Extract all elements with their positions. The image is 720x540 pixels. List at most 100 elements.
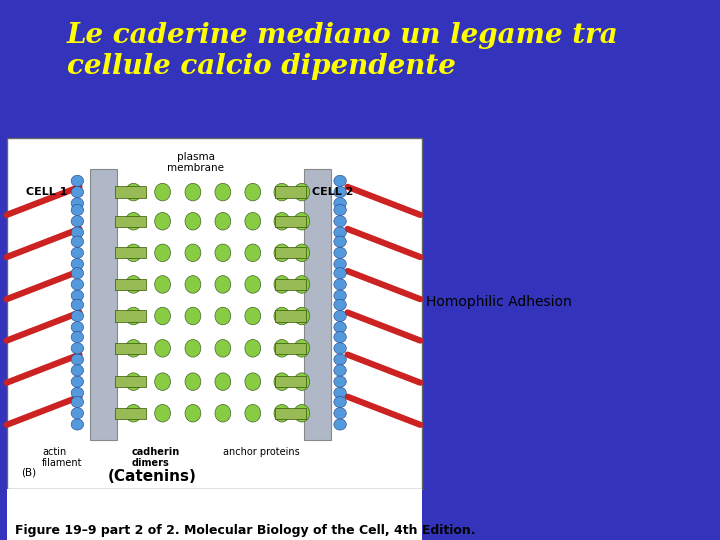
Ellipse shape bbox=[334, 332, 346, 343]
Ellipse shape bbox=[334, 268, 346, 279]
Ellipse shape bbox=[294, 275, 310, 293]
Bar bbox=[275, 186, 306, 198]
Ellipse shape bbox=[185, 275, 201, 293]
Bar bbox=[275, 247, 306, 259]
Ellipse shape bbox=[185, 307, 201, 325]
Ellipse shape bbox=[334, 290, 346, 301]
Ellipse shape bbox=[185, 340, 201, 357]
Ellipse shape bbox=[334, 419, 346, 430]
Ellipse shape bbox=[71, 247, 84, 259]
Ellipse shape bbox=[334, 259, 346, 269]
Ellipse shape bbox=[215, 244, 230, 261]
Bar bbox=[114, 310, 146, 322]
Ellipse shape bbox=[334, 198, 346, 209]
Ellipse shape bbox=[185, 212, 201, 230]
Ellipse shape bbox=[155, 275, 171, 293]
Ellipse shape bbox=[274, 340, 289, 357]
Ellipse shape bbox=[294, 184, 310, 201]
Ellipse shape bbox=[294, 212, 310, 230]
Ellipse shape bbox=[245, 212, 261, 230]
Ellipse shape bbox=[71, 290, 84, 301]
Text: Homophilic Adhesion: Homophilic Adhesion bbox=[426, 295, 572, 309]
Ellipse shape bbox=[294, 307, 310, 325]
Bar bbox=[114, 408, 146, 419]
Ellipse shape bbox=[185, 184, 201, 201]
Text: (B): (B) bbox=[22, 468, 37, 478]
Ellipse shape bbox=[215, 373, 230, 390]
Ellipse shape bbox=[215, 340, 230, 357]
Ellipse shape bbox=[274, 373, 289, 390]
Ellipse shape bbox=[155, 184, 171, 201]
Ellipse shape bbox=[71, 332, 84, 343]
Ellipse shape bbox=[334, 387, 346, 399]
Ellipse shape bbox=[71, 186, 84, 198]
Ellipse shape bbox=[71, 387, 84, 399]
Ellipse shape bbox=[334, 408, 346, 419]
Ellipse shape bbox=[125, 307, 141, 325]
Ellipse shape bbox=[185, 404, 201, 422]
Ellipse shape bbox=[71, 343, 84, 354]
Ellipse shape bbox=[334, 310, 346, 322]
Bar bbox=[275, 408, 306, 419]
Ellipse shape bbox=[334, 205, 346, 215]
Ellipse shape bbox=[185, 244, 201, 261]
Ellipse shape bbox=[334, 299, 346, 310]
Ellipse shape bbox=[274, 404, 289, 422]
Bar bbox=[304, 169, 331, 440]
Ellipse shape bbox=[71, 299, 84, 310]
Ellipse shape bbox=[334, 279, 346, 290]
Text: (Catenins): (Catenins) bbox=[108, 469, 197, 484]
Ellipse shape bbox=[155, 340, 171, 357]
Ellipse shape bbox=[334, 186, 346, 198]
Ellipse shape bbox=[71, 215, 84, 227]
Bar bbox=[275, 310, 306, 322]
Ellipse shape bbox=[274, 184, 289, 201]
Ellipse shape bbox=[125, 275, 141, 293]
Ellipse shape bbox=[125, 244, 141, 261]
Ellipse shape bbox=[71, 205, 84, 215]
Ellipse shape bbox=[125, 404, 141, 422]
Bar bbox=[114, 376, 146, 387]
Text: plasma
membrane: plasma membrane bbox=[167, 152, 225, 173]
Bar bbox=[275, 279, 306, 290]
Ellipse shape bbox=[334, 227, 346, 238]
Ellipse shape bbox=[155, 244, 171, 261]
Bar bbox=[114, 247, 146, 259]
Ellipse shape bbox=[71, 322, 84, 333]
Ellipse shape bbox=[71, 376, 84, 387]
Ellipse shape bbox=[71, 419, 84, 430]
Ellipse shape bbox=[274, 244, 289, 261]
Ellipse shape bbox=[71, 279, 84, 290]
Ellipse shape bbox=[274, 275, 289, 293]
Ellipse shape bbox=[294, 340, 310, 357]
Ellipse shape bbox=[334, 376, 346, 387]
Ellipse shape bbox=[334, 236, 346, 247]
Bar bbox=[114, 215, 146, 227]
Text: anchor proteins: anchor proteins bbox=[223, 447, 300, 457]
Bar bbox=[275, 376, 306, 387]
Ellipse shape bbox=[245, 184, 261, 201]
Text: cadherin
dimers: cadherin dimers bbox=[132, 447, 180, 468]
Ellipse shape bbox=[334, 343, 346, 354]
Text: CELL 1: CELL 1 bbox=[25, 187, 67, 197]
Ellipse shape bbox=[71, 259, 84, 269]
Bar bbox=[275, 215, 306, 227]
Ellipse shape bbox=[245, 307, 261, 325]
Ellipse shape bbox=[334, 354, 346, 365]
Ellipse shape bbox=[71, 365, 84, 376]
Ellipse shape bbox=[274, 307, 289, 325]
Ellipse shape bbox=[215, 404, 230, 422]
Text: Le caderine mediano un legame tra
cellule calcio dipendente: Le caderine mediano un legame tra cellul… bbox=[67, 22, 618, 80]
Ellipse shape bbox=[155, 373, 171, 390]
Text: actin
filament: actin filament bbox=[42, 447, 83, 468]
Ellipse shape bbox=[125, 212, 141, 230]
Bar bbox=[114, 279, 146, 290]
Ellipse shape bbox=[245, 244, 261, 261]
Ellipse shape bbox=[155, 404, 171, 422]
Ellipse shape bbox=[245, 404, 261, 422]
Ellipse shape bbox=[71, 354, 84, 365]
Ellipse shape bbox=[71, 310, 84, 322]
Ellipse shape bbox=[334, 365, 346, 376]
Ellipse shape bbox=[245, 275, 261, 293]
Text: Figure 19–9 part 2 of 2. Molecular Biology of the Cell, 4th Edition.: Figure 19–9 part 2 of 2. Molecular Biolo… bbox=[15, 524, 475, 537]
